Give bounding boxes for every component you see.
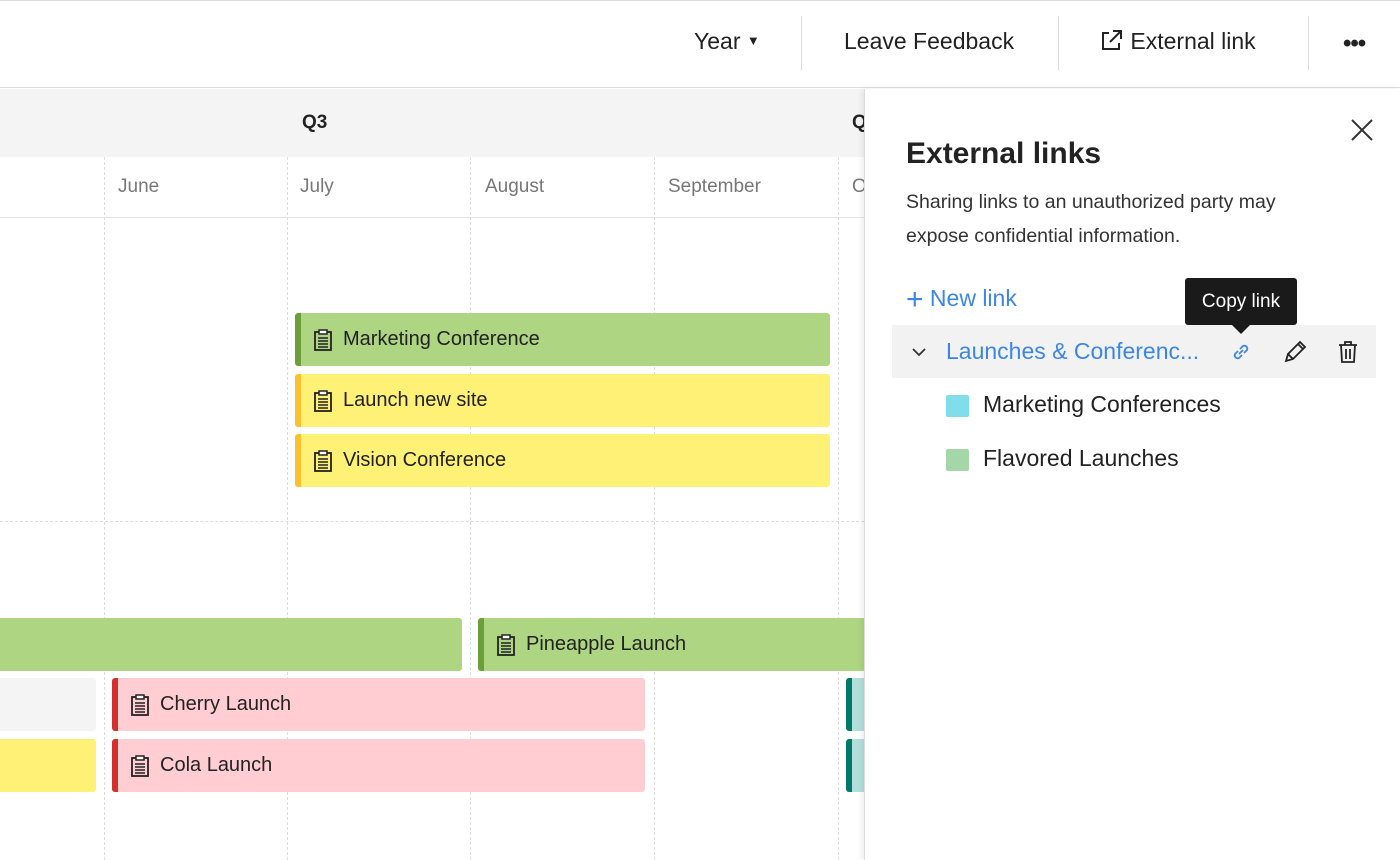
grid-line — [470, 157, 471, 860]
separator — [1058, 16, 1059, 70]
tooltip-arrow — [1231, 324, 1251, 334]
new-link-button[interactable]: + New link — [906, 283, 1017, 316]
item-icon — [314, 328, 332, 351]
roadmap-bar[interactable] — [0, 678, 96, 731]
tooltip-text: Copy link — [1201, 290, 1281, 312]
quarter-label: Q3 — [302, 112, 328, 133]
link-name[interactable]: Launches & Conferenc... — [946, 338, 1200, 364]
roadmap-name: Flavored Launches — [983, 445, 1179, 471]
toolbar — [0, 0, 1400, 88]
side-panel: External links Sharing links to an unaut… — [864, 89, 1400, 860]
month-label: July — [300, 176, 334, 197]
bar-label: Vision Conference — [343, 449, 507, 471]
new-link-label: New link — [929, 285, 1017, 311]
grid-line — [654, 157, 655, 860]
roadmap-bar[interactable]: Launch new site — [295, 374, 830, 427]
item-icon — [314, 389, 332, 412]
tooltip: Copy link — [1185, 278, 1297, 325]
external-link-label: External link — [1130, 28, 1256, 54]
bar-label: Marketing Conference — [343, 328, 540, 350]
roadmap-swatch — [946, 449, 969, 471]
more-button[interactable]: ••• — [1343, 30, 1366, 57]
separator — [1308, 16, 1309, 70]
roadmap-bar[interactable]: Vision Conference — [295, 434, 830, 487]
panel-title: External links — [906, 137, 1102, 170]
copy-link-icon[interactable] — [1229, 340, 1253, 364]
panel-description: Sharing links to an unauthorized party m… — [906, 191, 1276, 247]
roadmap-bar[interactable]: Cherry Launch — [112, 678, 645, 731]
grid-line — [838, 157, 839, 860]
month-label: August — [485, 176, 545, 197]
roadmap-bar[interactable]: Marketing Conference — [295, 313, 830, 366]
roadmap-bar[interactable]: Cola Launch — [112, 739, 645, 792]
grid-line — [104, 157, 105, 860]
roadmap-bar[interactable] — [0, 739, 96, 792]
bar-label: Cherry Launch — [160, 693, 292, 715]
grid-line — [287, 157, 288, 860]
edit-icon[interactable] — [1282, 339, 1308, 365]
roadmap-swatch — [946, 395, 969, 417]
external-link-button[interactable]: External link — [1100, 28, 1256, 55]
link-row[interactable] — [892, 325, 1376, 378]
item-icon — [131, 754, 149, 777]
view-label: Year — [694, 28, 741, 54]
delete-icon[interactable] — [1337, 340, 1359, 364]
row-line — [0, 521, 1400, 522]
item-icon — [497, 633, 515, 656]
item-icon — [131, 693, 149, 716]
bar-label: Launch new site — [343, 389, 488, 411]
feedback-button[interactable]: Leave Feedback — [844, 28, 1015, 54]
item-icon — [314, 449, 332, 472]
roadmap-bar[interactable]: Pineapple Launch — [478, 618, 878, 671]
view-select[interactable]: Year ▼ — [694, 28, 760, 54]
month-label: June — [118, 176, 160, 197]
bar-label: Cola Launch — [160, 754, 273, 776]
roadmap-name: Marketing Conferences — [983, 391, 1221, 417]
roadmap-bar[interactable] — [0, 618, 462, 671]
month-label: September — [668, 176, 761, 197]
bar-label: Pineapple Launch — [526, 633, 687, 655]
separator — [801, 16, 802, 70]
chevron[interactable] — [911, 346, 927, 358]
header-line — [0, 217, 1400, 218]
external-icon — [1102, 30, 1122, 50]
close-button[interactable] — [1351, 119, 1373, 141]
